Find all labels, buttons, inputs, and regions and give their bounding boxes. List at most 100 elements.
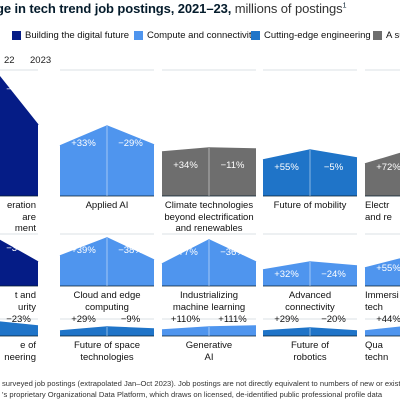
tile-label: Immersi tech xyxy=(365,290,400,313)
chart-title-unit: millions of postings xyxy=(231,1,343,16)
tile-value-2023: −24% xyxy=(321,269,346,280)
legend-label: Cutting-edge engineering xyxy=(264,30,371,41)
tile-value-2022: +29% xyxy=(274,314,299,325)
tile-value-2023: −36% xyxy=(220,247,245,258)
tile-1: +33% −29% xyxy=(59,69,155,197)
tile-value-2023: −20% xyxy=(321,314,346,325)
legend-item-compute-connectivity: Compute and connectivity xyxy=(134,30,256,41)
tile-label-line: Industrializing xyxy=(179,290,239,301)
tile-label-line: Qua xyxy=(365,340,383,351)
legend-label: Building the digital future xyxy=(25,30,130,41)
tile-value-2023: −34% xyxy=(6,243,31,254)
tile-4: +72% xyxy=(364,69,400,197)
tile-label: Future of space technologies xyxy=(60,340,154,363)
tile-area xyxy=(0,240,38,286)
tile-label-line: Generative xyxy=(185,340,233,351)
year-label-2023: 2023 xyxy=(30,55,52,66)
tile-value-2022: +55% xyxy=(274,162,299,173)
tile-label: Future of mobility xyxy=(263,200,357,212)
tile-label-line: ment xyxy=(14,223,36,234)
year-label-2022: 22 xyxy=(4,55,15,66)
tile-label: e of neering xyxy=(0,340,36,363)
tile-2: +34% −11% xyxy=(161,69,257,197)
legend-item-sustainability: A su xyxy=(373,30,400,41)
tile-label-line: Applied AI xyxy=(85,200,129,211)
tile-area xyxy=(365,327,400,336)
legend-item-cutting-edge-engineering: Cutting-edge engineering xyxy=(251,30,371,41)
tile-value-2022: +55% xyxy=(376,263,400,274)
chart-title-footnote-mark: 1 xyxy=(342,2,347,10)
tile-label-line: Future of xyxy=(290,340,330,351)
tile-label-line: computing xyxy=(85,301,129,313)
tile-area xyxy=(365,153,400,196)
tile-area-line xyxy=(364,326,400,332)
tile-value-2023: −29% xyxy=(118,138,143,149)
tile-label-line: Cloud and edge xyxy=(73,290,141,301)
tile-label-line: beyond electrification xyxy=(164,211,254,223)
tile-value-2022: +44% xyxy=(376,314,400,325)
tile-5: −34% xyxy=(0,233,39,287)
tile-label: Climate technologies beyond electrificati… xyxy=(162,200,256,235)
tile-value-2022: +32% xyxy=(274,269,299,280)
legend-swatch xyxy=(373,31,382,40)
chart-title: ge in tech trend job postings, 2021–23, … xyxy=(0,1,346,16)
chart-title-main: ge in tech trend job postings, 2021–23, xyxy=(0,1,232,16)
tile-label-line: urity xyxy=(18,301,36,313)
tile-label: Generative AI xyxy=(162,340,256,363)
tile-label: Cloud and edge computing xyxy=(60,290,154,313)
tile-8: +32% −24% xyxy=(262,233,358,287)
footnote-line-1: surveyed job postings (extrapolated Jan–… xyxy=(2,379,400,388)
tile-7: +77% −36% xyxy=(161,233,257,287)
footnote-line-2: 's proprietary Organizational Data Platf… xyxy=(2,390,383,399)
tile-value-2023: −11% xyxy=(221,160,245,171)
legend-label: Compute and connectivity xyxy=(147,30,257,41)
tile-label-line: robotics xyxy=(293,351,327,363)
tile-area-line xyxy=(0,239,39,263)
legend-swatch xyxy=(134,31,143,40)
tile-label-line: eration xyxy=(6,200,36,211)
tile-13: +29% −20% xyxy=(262,314,358,337)
tile-11: +29% −9% xyxy=(59,314,155,337)
tile-label: Industrializing machine learning xyxy=(162,290,256,313)
legend-label: A su xyxy=(386,30,400,41)
tile-12: +110% +111% xyxy=(161,314,257,337)
tile-label-line: are xyxy=(22,211,36,223)
tile-area-line xyxy=(364,152,400,165)
tile-value-2022: +77% xyxy=(173,247,198,258)
legend-item-digital-future: Building the digital future xyxy=(12,30,129,41)
tile-value-2022: +72% xyxy=(376,162,400,173)
tile-label-line: and renewables xyxy=(175,223,243,234)
tile-value-2022: +33% xyxy=(71,138,96,149)
tile-value-2023: −23% xyxy=(6,314,31,325)
tile-label: Electr and re xyxy=(365,200,400,223)
legend: Building the digital future Compute and … xyxy=(0,30,400,46)
tile-label: eration are ment xyxy=(0,200,36,235)
tile-value-2022: +29% xyxy=(71,314,96,325)
tile-label-line: e of xyxy=(20,340,36,351)
tile-label: Qua techn xyxy=(365,340,400,363)
tile-label-line: AI xyxy=(204,351,214,363)
tile-0: −37% xyxy=(0,69,39,197)
tile-label-line: machine learning xyxy=(172,301,246,313)
tile-value-2022: +34% xyxy=(173,160,198,171)
tile-label: Applied AI xyxy=(60,200,154,212)
tile-label-line: technologies xyxy=(80,351,134,363)
tile-label-line: Electr xyxy=(365,200,390,211)
tile-label-line: Immersi xyxy=(365,290,399,301)
tile-value-2023: −9% xyxy=(121,314,141,325)
tile-area-line xyxy=(364,258,400,269)
tile-9: +55% xyxy=(364,233,400,287)
tile-label-line: Future of space xyxy=(73,340,140,351)
legend-swatch xyxy=(12,31,21,40)
legend-swatch xyxy=(251,31,260,40)
tile-area-line xyxy=(0,76,39,126)
tile-label-line: connectivity xyxy=(285,301,335,313)
tile-label-line: and re xyxy=(365,211,392,223)
tile-label-line: tech xyxy=(365,301,383,313)
tile-value-2023: −5% xyxy=(324,162,344,173)
tile-10: −23% xyxy=(0,314,39,337)
tile-label-line: t and xyxy=(14,290,36,301)
tile-area xyxy=(0,77,38,196)
tile-label: Future of robotics xyxy=(263,340,357,363)
